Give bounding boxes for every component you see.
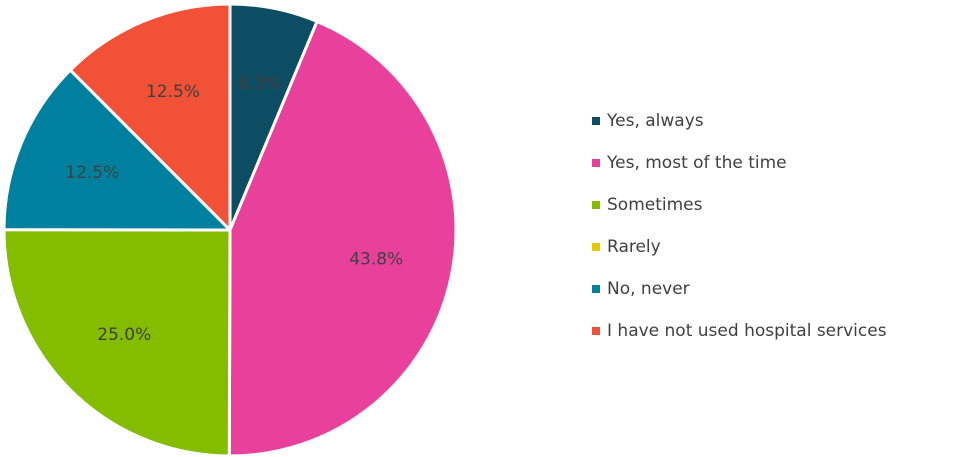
legend-item-rarely: Rarely: [592, 236, 887, 257]
data-label-no-never: 12.5%: [65, 163, 119, 183]
legend-swatch: [592, 158, 600, 167]
legend-item-yes-most-of-the-time: Yes, most of the time: [592, 152, 887, 173]
pie-data-labels: 6.3% 43.8% 25.0% 12.5% 12.5%: [65, 74, 403, 345]
legend-label: I have not used hospital services: [607, 320, 887, 341]
legend-swatch: [592, 326, 600, 335]
legend-item-no-never: No, never: [592, 278, 887, 299]
legend-item-yes-always: Yes, always: [592, 110, 887, 131]
legend-label: Sometimes: [607, 194, 703, 215]
legend-label: No, never: [607, 278, 690, 299]
data-label-sometimes: 25.0%: [97, 325, 151, 345]
pie-slices: [2, 2, 458, 457]
legend-item-sometimes: Sometimes: [592, 194, 887, 215]
legend-label: Rarely: [607, 236, 661, 257]
data-label-yes-always: 6.3%: [238, 74, 281, 94]
pie-slice-i-have-not-used-hospital-services: [68, 2, 232, 232]
pie-slice-no-never: [2, 68, 232, 232]
data-label-yes-most-of-the-time: 43.8%: [349, 250, 403, 270]
legend-swatch: [592, 284, 600, 293]
legend-swatch: [592, 116, 600, 125]
pie-slice-yes-most-of-the-time: [227, 19, 458, 457]
legend-swatch: [592, 242, 600, 251]
legend-label: Yes, most of the time: [607, 152, 787, 173]
legend-item-i-have-not-used-hospital-services: I have not used hospital services: [592, 320, 887, 341]
chart-legend: Yes, always Yes, most of the time Sometime…: [592, 110, 887, 362]
data-label-i-have-not-used-hospital-services: 12.5%: [146, 82, 200, 102]
legend-label: Yes, always: [607, 110, 704, 131]
pie-slice-sometimes: [2, 228, 232, 457]
legend-swatch: [592, 200, 600, 209]
